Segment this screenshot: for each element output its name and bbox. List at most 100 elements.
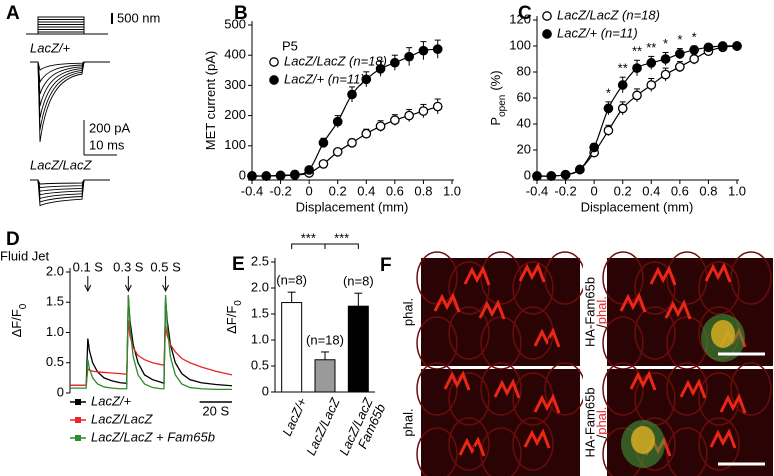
y-tick-label: 400 <box>224 47 246 62</box>
cell-outline <box>480 362 522 416</box>
stain-label: HA-Fam65b <box>582 277 597 347</box>
panel-label: B <box>234 3 248 24</box>
legend-marker <box>542 11 552 21</box>
data-point <box>689 45 699 55</box>
data-point <box>546 171 557 181</box>
y-axis-label-sub: 0 <box>233 300 244 306</box>
cell-outline <box>512 417 554 471</box>
data-point <box>390 115 400 125</box>
current-trace <box>30 61 110 84</box>
legend-marker <box>75 417 81 423</box>
hair-bundle <box>478 299 506 320</box>
data-point <box>532 171 542 181</box>
n-label: (n=18) <box>306 332 344 347</box>
panel-label: A <box>6 3 20 24</box>
y-axis-label-main: ΔF/F <box>9 309 24 337</box>
hair-bundle <box>458 436 486 457</box>
hair-bundle <box>664 299 692 320</box>
x-tick-label: 0.4 <box>642 183 660 198</box>
asterisk: * <box>472 442 477 457</box>
hair-bundle <box>704 262 732 283</box>
stain-label: /phal. <box>594 296 609 328</box>
panel-f: phal.* HA-Fam65b/phal.phal.* HA-Fam65b/pha… <box>397 251 773 476</box>
scale-label: 200 pA <box>89 120 131 135</box>
stimulus-step <box>32 31 85 35</box>
cell-outline <box>448 261 490 315</box>
data-point <box>247 171 257 181</box>
bar <box>314 359 336 393</box>
significance-label: * <box>663 36 668 51</box>
hair-bundle <box>629 370 657 391</box>
asterisk: * <box>547 334 552 349</box>
cell-outline <box>416 427 458 476</box>
chart: 0 100 200 300 400 500 -0.4 -0.2 0 0.2 0.4 0.6 0.8 1.0… <box>224 16 461 214</box>
panel-label: E <box>232 254 245 275</box>
hair-bundle <box>649 265 677 286</box>
legend-label: LacZ/LacZ + Fam65b <box>91 429 215 444</box>
data-point <box>675 48 685 59</box>
x-tick-label: 1.0 <box>728 183 746 198</box>
x-tick-label: -0.2 <box>554 183 576 198</box>
stain-slash: / <box>594 434 609 438</box>
cell-outline <box>448 372 490 426</box>
x-tick-label: -0.4 <box>241 183 263 198</box>
current-trace <box>30 179 110 185</box>
y-axis-label: MET current (pA) <box>203 51 218 150</box>
y-tick-label: 80 <box>517 63 531 78</box>
data-point <box>404 51 414 62</box>
x-tick-label: 0.2 <box>614 183 632 198</box>
scale-label: 10 ms <box>89 137 125 152</box>
y-axis-label-main: MET current (pA) <box>203 51 218 150</box>
significance-label: *** <box>334 230 349 245</box>
legend-marker <box>75 435 81 441</box>
micrograph <box>397 258 580 366</box>
legend-marker <box>269 57 279 67</box>
legend-marker <box>269 75 279 85</box>
x-tick-label: 0.8 <box>414 183 432 198</box>
legend-marker <box>75 399 81 405</box>
data-point <box>261 171 272 181</box>
x-tick-label: 0 <box>591 183 598 198</box>
hair-bundle <box>518 262 546 283</box>
data-point <box>275 170 286 181</box>
y-tick-label: 0.5 <box>251 357 269 372</box>
legend-label: LacZ/LacZ <box>91 411 153 426</box>
y-tick-label: 1.5 <box>251 305 269 320</box>
data-point <box>703 42 714 53</box>
data-point <box>589 142 599 153</box>
significance-label: * <box>692 29 697 44</box>
y-tick-label: 120 <box>509 11 531 26</box>
chart: 0 0.5 1.0 1.5 2.0 2.5 (n=8) (n=18) (n=8) *** *** <box>251 230 375 398</box>
cell-outline <box>448 306 490 360</box>
bar <box>281 302 303 393</box>
y-tick-label: 0 <box>57 384 64 399</box>
data-point <box>361 74 372 85</box>
hair-bundle <box>493 378 521 399</box>
y-tick-label: 0 <box>239 167 246 182</box>
trace-label: LacZ/+ <box>30 40 71 55</box>
cell-outline <box>602 362 644 416</box>
legend-marker <box>542 29 552 39</box>
stain-label: phal. <box>400 408 415 436</box>
data-point <box>332 116 343 127</box>
data-point <box>418 106 429 116</box>
data-point <box>646 58 657 68</box>
hair-bundle <box>463 265 491 286</box>
data-point <box>717 41 728 51</box>
data-point <box>660 54 671 64</box>
data-point <box>689 54 699 64</box>
trace-label: LacZ/LacZ <box>30 157 92 172</box>
data-point <box>318 137 329 148</box>
n-label: (n=8) <box>276 273 307 288</box>
overlap-signal <box>711 320 735 348</box>
data-point <box>432 101 443 112</box>
current-trace <box>30 179 110 207</box>
data-point <box>575 164 585 175</box>
hair-bundle <box>619 292 647 313</box>
stain-name: phal. <box>594 296 609 324</box>
panel-label: F <box>380 255 392 276</box>
data-point <box>632 63 642 73</box>
legend-label: LacZ/+ (n=11) <box>557 25 638 40</box>
x-tick-label: 0.8 <box>699 183 717 198</box>
